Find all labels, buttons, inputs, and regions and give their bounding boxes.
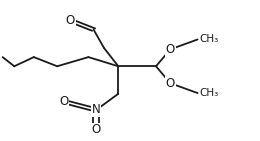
Text: O: O [92,123,101,136]
Text: O: O [59,95,68,108]
Text: O: O [166,77,175,90]
Text: CH₃: CH₃ [199,35,218,44]
Text: CH₃: CH₃ [199,88,218,98]
Text: O: O [66,14,75,27]
Text: N: N [92,103,101,116]
Text: O: O [166,43,175,56]
